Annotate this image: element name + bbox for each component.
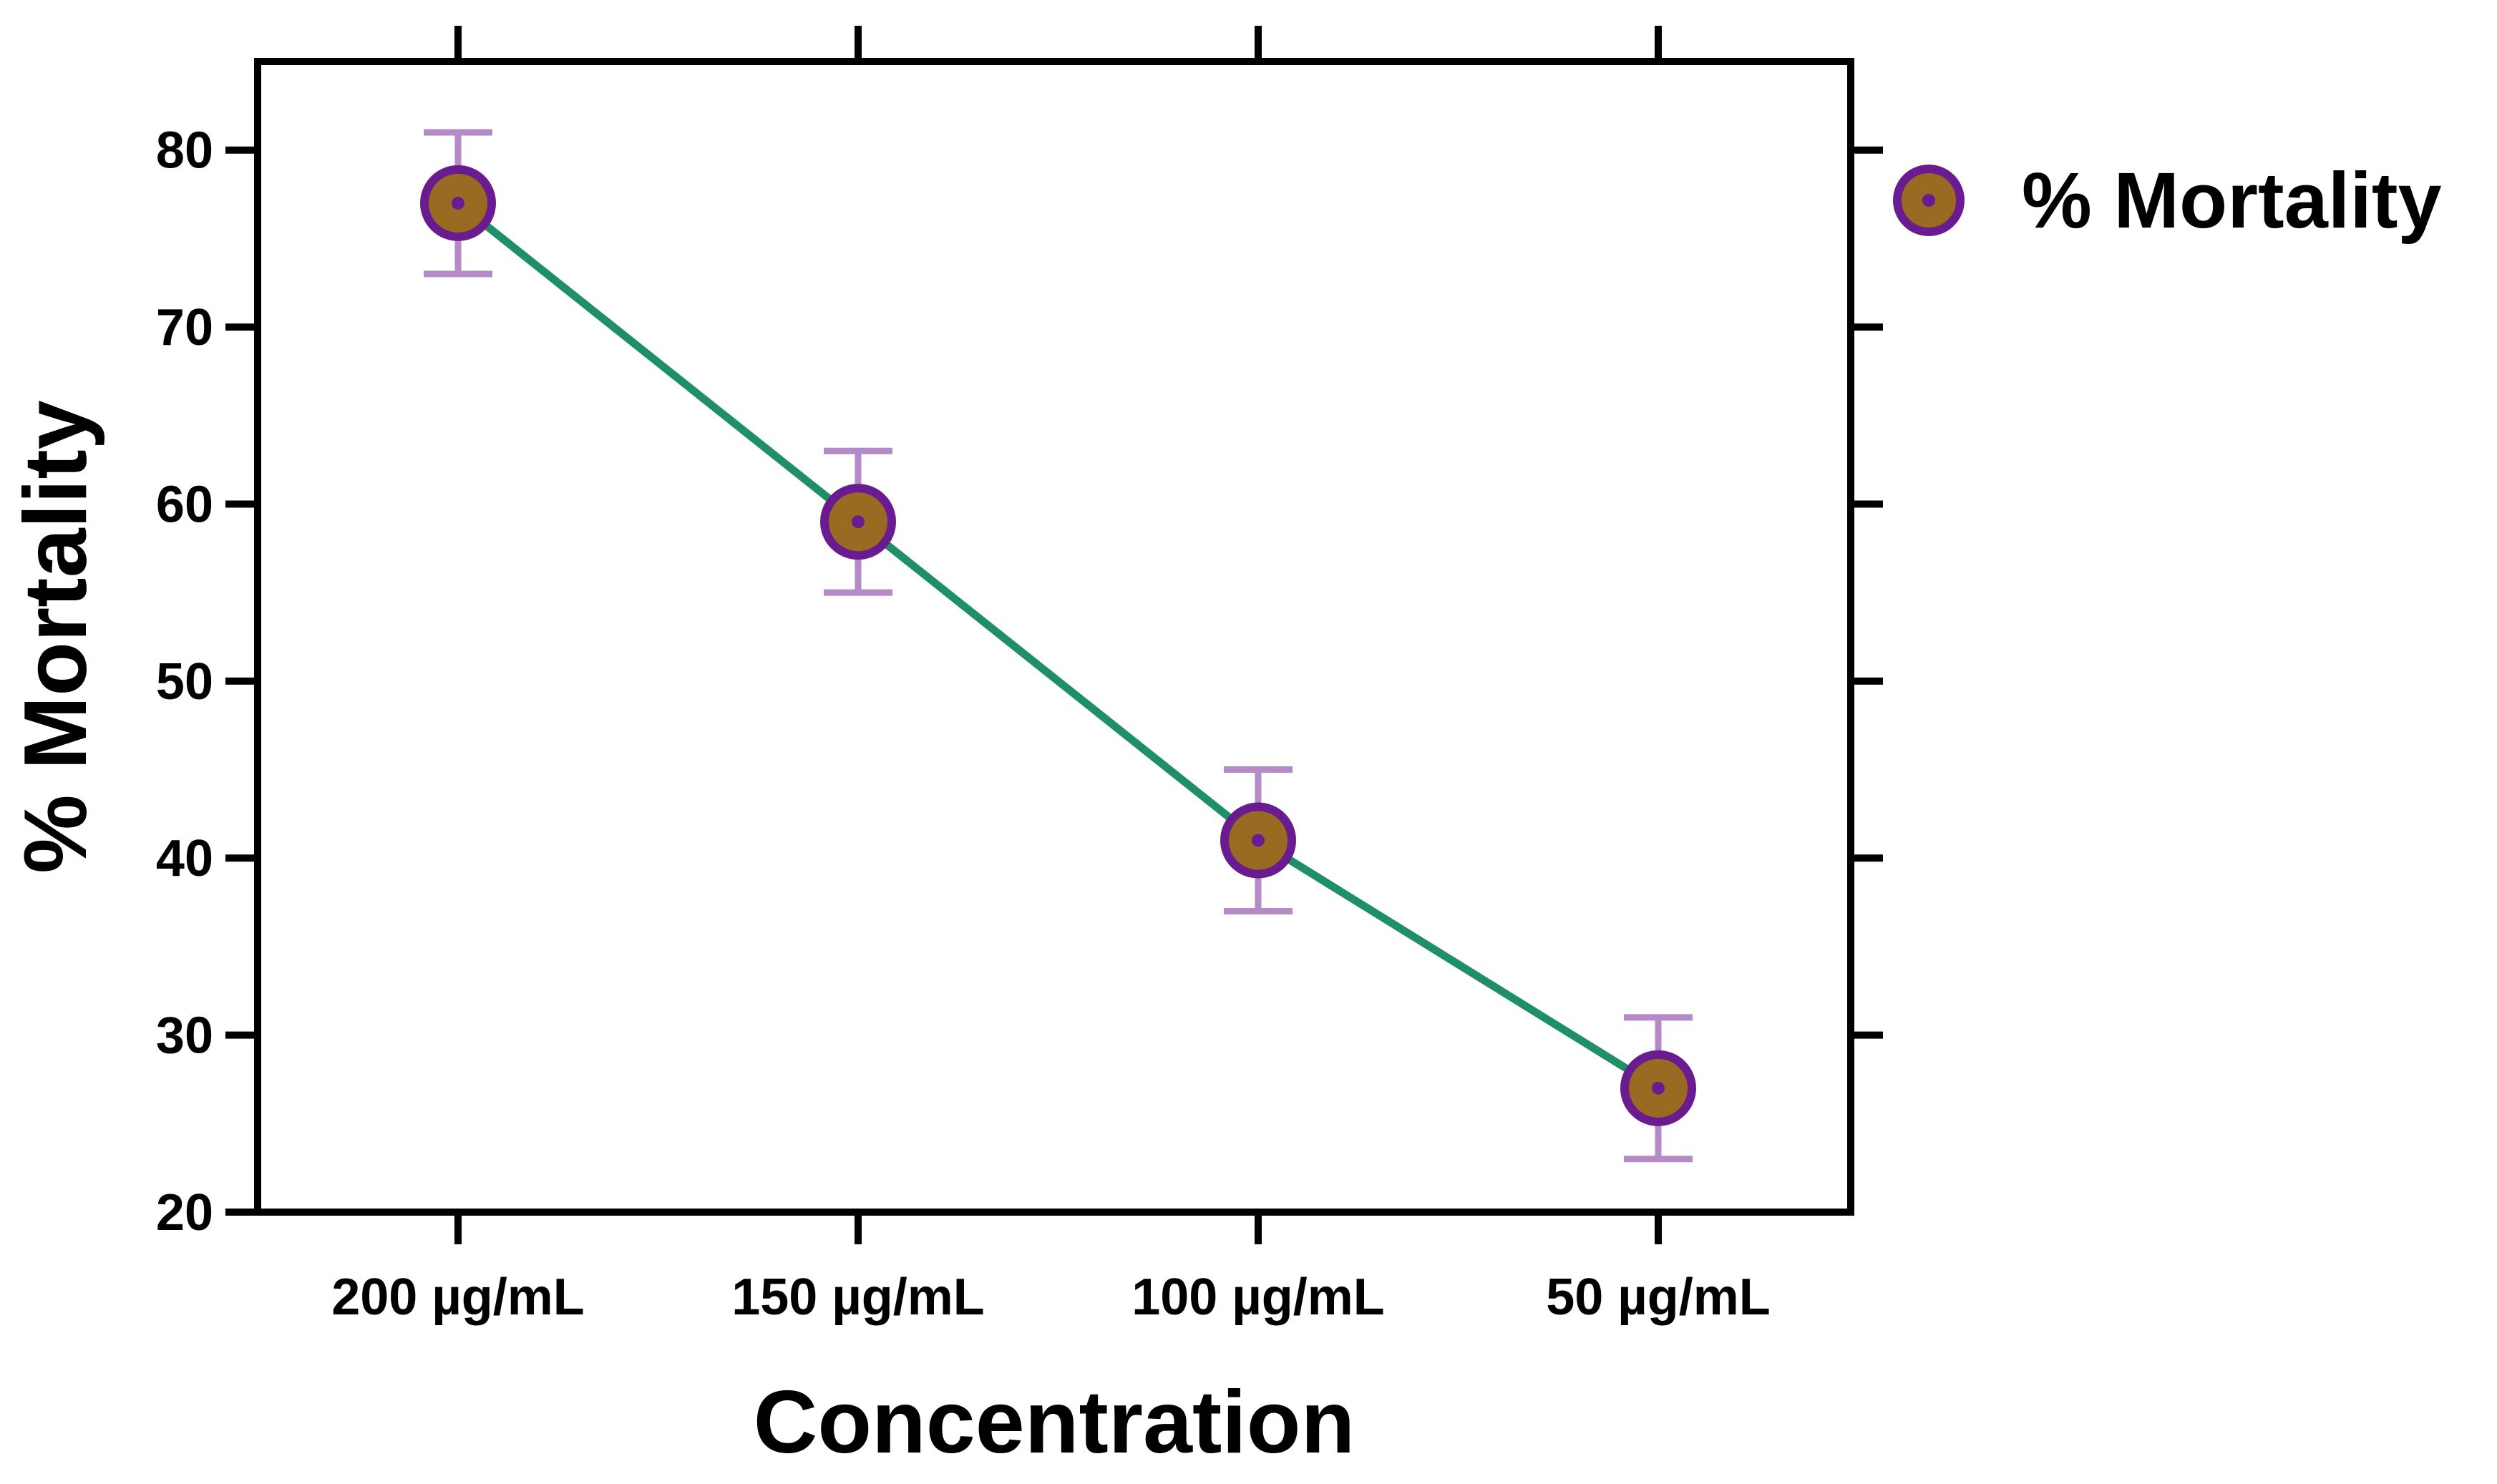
- data-point-center: [1252, 834, 1265, 847]
- y-tick-label: 40: [156, 830, 213, 887]
- x-axis-ticks: 200 µg/mL 150 µg/mL 100 µg/mL 50 µg/mL: [331, 26, 1771, 1326]
- y-tick-label: 30: [156, 1007, 213, 1065]
- series-line: [455, 200, 1660, 1092]
- y-tick-label: 70: [156, 299, 213, 356]
- x-tick-label: 50 µg/mL: [1546, 1269, 1771, 1326]
- legend-marker-dot: [1922, 194, 1935, 207]
- y-tick-label: 80: [156, 122, 213, 180]
- series-layer: [420, 129, 1696, 1163]
- legend: % Mortality: [1893, 157, 2442, 245]
- x-tick-label: 150 µg/mL: [731, 1269, 985, 1326]
- y-axis-ticks: 20 30 40 50 60 70 80: [156, 122, 1883, 1241]
- plot-frame: [254, 58, 1854, 1216]
- y-axis-title: % Mortality: [6, 400, 105, 873]
- data-point-center: [452, 196, 464, 210]
- y-tick-label: 50: [156, 653, 213, 711]
- y-tick-label: 60: [156, 476, 213, 533]
- x-tick-label: 100 µg/mL: [1131, 1269, 1385, 1326]
- x-tick-label: 200 µg/mL: [331, 1269, 585, 1326]
- y-tick-label: 20: [156, 1184, 213, 1241]
- x-axis-title: Concentration: [754, 1373, 1355, 1472]
- data-point-center: [1652, 1081, 1665, 1095]
- data-point-center: [852, 515, 865, 529]
- legend-label: % Mortality: [2022, 157, 2442, 245]
